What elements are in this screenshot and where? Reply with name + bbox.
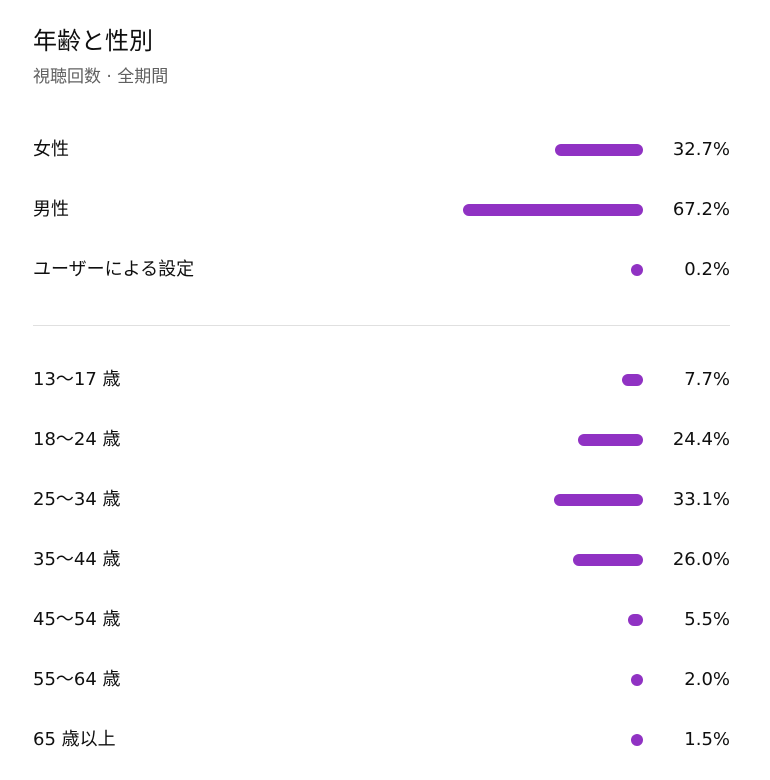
bar-track <box>463 144 643 156</box>
age-row: 45〜54 歳 5.5% <box>33 590 730 650</box>
gender-label: 男性 <box>33 199 69 220</box>
bar-track <box>463 204 643 216</box>
value-label: 32.7% <box>672 139 730 160</box>
value-label: 26.0% <box>672 549 730 570</box>
bar-male <box>463 204 643 216</box>
bar-age-13-17 <box>622 374 643 386</box>
age-section: 13〜17 歳 7.7% 18〜24 歳 24.4% 25〜34 歳 33.1%… <box>33 350 730 770</box>
value-label: 24.4% <box>672 429 730 450</box>
age-row: 25〜34 歳 33.1% <box>33 470 730 530</box>
gender-row: 男性 67.2% <box>33 180 730 240</box>
age-label: 45〜54 歳 <box>33 609 121 630</box>
bar-track <box>463 554 643 566</box>
bar-track <box>463 374 643 386</box>
age-row: 65 歳以上 1.5% <box>33 710 730 770</box>
gender-row: 女性 32.7% <box>33 120 730 180</box>
card-subtitle: 視聴回数 · 全期間 <box>33 67 169 87</box>
bar-age-18-24 <box>578 434 643 446</box>
value-label: 5.5% <box>684 609 730 630</box>
gender-row: ユーザーによる設定 0.2% <box>33 240 730 300</box>
value-label: 2.0% <box>684 669 730 690</box>
bar-age-65-plus <box>631 734 643 746</box>
gender-label: ユーザーによる設定 <box>33 259 195 280</box>
card-title: 年齢と性別 <box>33 27 153 55</box>
bar-age-35-44 <box>573 554 643 566</box>
bar-track <box>463 434 643 446</box>
bar-track <box>463 264 643 276</box>
value-label: 67.2% <box>672 199 730 220</box>
bar-track <box>463 614 643 626</box>
age-row: 35〜44 歳 26.0% <box>33 530 730 590</box>
value-label: 1.5% <box>684 729 730 750</box>
gender-section: 女性 32.7% 男性 67.2% ユーザーによる設定 0.2% <box>33 120 730 300</box>
bar-track <box>463 674 643 686</box>
age-label: 18〜24 歳 <box>33 429 121 450</box>
bar-age-55-64 <box>631 674 643 686</box>
age-label: 13〜17 歳 <box>33 369 121 390</box>
age-row: 18〜24 歳 24.4% <box>33 410 730 470</box>
bar-track <box>463 494 643 506</box>
bar-female <box>555 144 643 156</box>
age-row: 55〜64 歳 2.0% <box>33 650 730 710</box>
bar-track <box>463 734 643 746</box>
age-label: 55〜64 歳 <box>33 669 121 690</box>
age-row: 13〜17 歳 7.7% <box>33 350 730 410</box>
age-label: 25〜34 歳 <box>33 489 121 510</box>
section-divider <box>33 325 730 326</box>
bar-user-specified <box>631 264 643 276</box>
value-label: 7.7% <box>684 369 730 390</box>
bar-age-45-54 <box>628 614 643 626</box>
bar-age-25-34 <box>554 494 643 506</box>
age-label: 65 歳以上 <box>33 729 116 750</box>
gender-label: 女性 <box>33 139 69 160</box>
value-label: 33.1% <box>672 489 730 510</box>
value-label: 0.2% <box>684 259 730 280</box>
age-label: 35〜44 歳 <box>33 549 121 570</box>
